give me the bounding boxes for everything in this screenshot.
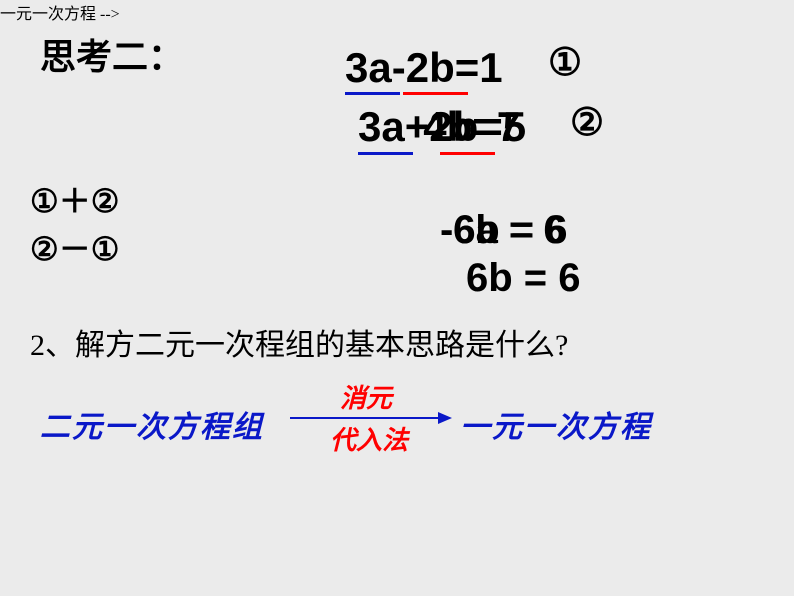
eq2-4b: 4b (423, 103, 472, 150)
question-2: 2、解方二元一次程组的基本思路是什么? (30, 320, 568, 364)
eq2-3a: 3a (358, 103, 405, 150)
result-overlap-front: -6a = 6 (440, 208, 566, 253)
arrow-line (290, 417, 440, 419)
equation-2-circ: ② (570, 100, 604, 145)
op-line-1: ①＋② (30, 176, 119, 222)
op-line-2: ②－① (30, 224, 119, 270)
section-title: 思考二： (40, 28, 184, 80)
diagram-top-label: 消元 (340, 378, 392, 415)
diagram-left: 二元一次方程组 (40, 402, 264, 446)
equation-1: 3a-2b=1 (345, 44, 503, 92)
eq1-3a: 3a (345, 44, 392, 91)
eq1-eq1: =1 (455, 44, 503, 91)
diagram-right: 一元一次方程 (460, 402, 652, 446)
eq2-eq7: =7 (472, 103, 520, 150)
eq1-minus: - (392, 44, 406, 91)
equation-1-circ: ① (548, 40, 582, 85)
eq2-underline-blue (358, 152, 413, 155)
eq2-underline-red (440, 152, 495, 155)
eq1-2b: 2b (406, 44, 455, 91)
eq1-underline-red (403, 92, 468, 95)
eq1-underline-blue (345, 92, 400, 95)
result-2: 6b = 6 (466, 256, 581, 301)
arrow-head-icon (438, 412, 452, 424)
equation-2: 3a+4b=7 (358, 103, 526, 151)
diagram-bottom-label: 代入法 (330, 420, 408, 457)
